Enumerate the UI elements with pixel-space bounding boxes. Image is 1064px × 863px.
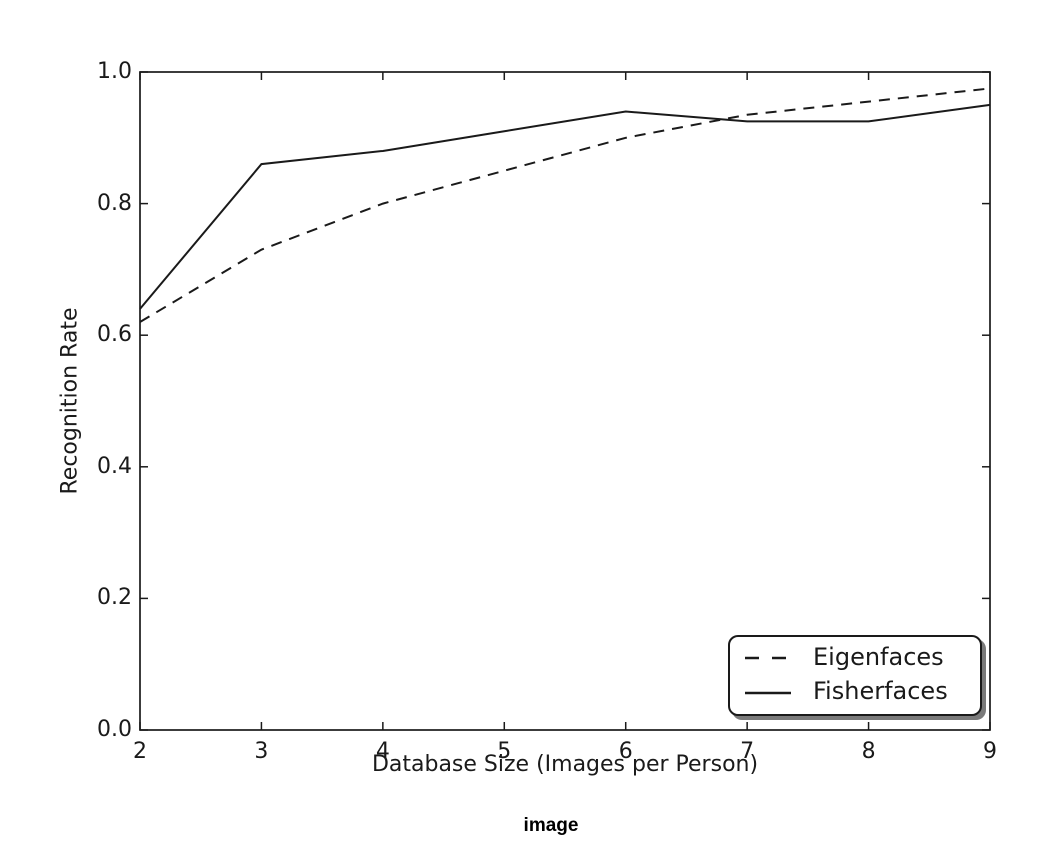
x-axis-label: Database Size (Images per Person) bbox=[371, 752, 759, 777]
legend: Eigenfaces Fisherfaces bbox=[728, 635, 982, 716]
y-tick-label-0.2: 0.2 bbox=[97, 585, 132, 611]
legend-item-eigenfaces: Eigenfaces bbox=[745, 645, 980, 672]
figure-caption: image bbox=[523, 815, 579, 836]
x-tick-label-2: 2 bbox=[133, 739, 147, 764]
y-tick-label-0.0: 0.0 bbox=[97, 717, 132, 742]
x-tick-label-3: 3 bbox=[254, 739, 269, 764]
x-tick-label-6: 6 bbox=[618, 739, 633, 764]
series-line-fisherfaces bbox=[139, 103, 991, 310]
y-tick-label-0.8: 0.8 bbox=[97, 190, 132, 216]
dashed-line-sample-icon bbox=[745, 656, 791, 660]
legend-label-fisherfaces: Fisherfaces bbox=[813, 677, 948, 706]
x-tick-label-4: 4 bbox=[375, 739, 390, 764]
x-tick-label-8: 8 bbox=[861, 739, 876, 764]
legend-label-eigenfaces: Eigenfaces bbox=[813, 642, 944, 671]
y-axis-label: Recognition Rate bbox=[57, 307, 83, 495]
legend-item-fisherfaces: Fisherfaces bbox=[745, 679, 980, 706]
x-tick-label-7: 7 bbox=[740, 739, 755, 764]
x-tick-label-9: 9 bbox=[983, 739, 997, 764]
series-line-eigenfaces bbox=[139, 87, 991, 323]
plot-spines bbox=[139, 71, 991, 731]
y-tick-label-0.4: 0.4 bbox=[97, 453, 132, 479]
y-tick-label-1.0: 1.0 bbox=[97, 59, 132, 84]
x-tick-label-5: 5 bbox=[497, 739, 512, 764]
solid-line-sample-icon bbox=[745, 691, 791, 695]
y-tick-label-0.6: 0.6 bbox=[97, 322, 132, 348]
